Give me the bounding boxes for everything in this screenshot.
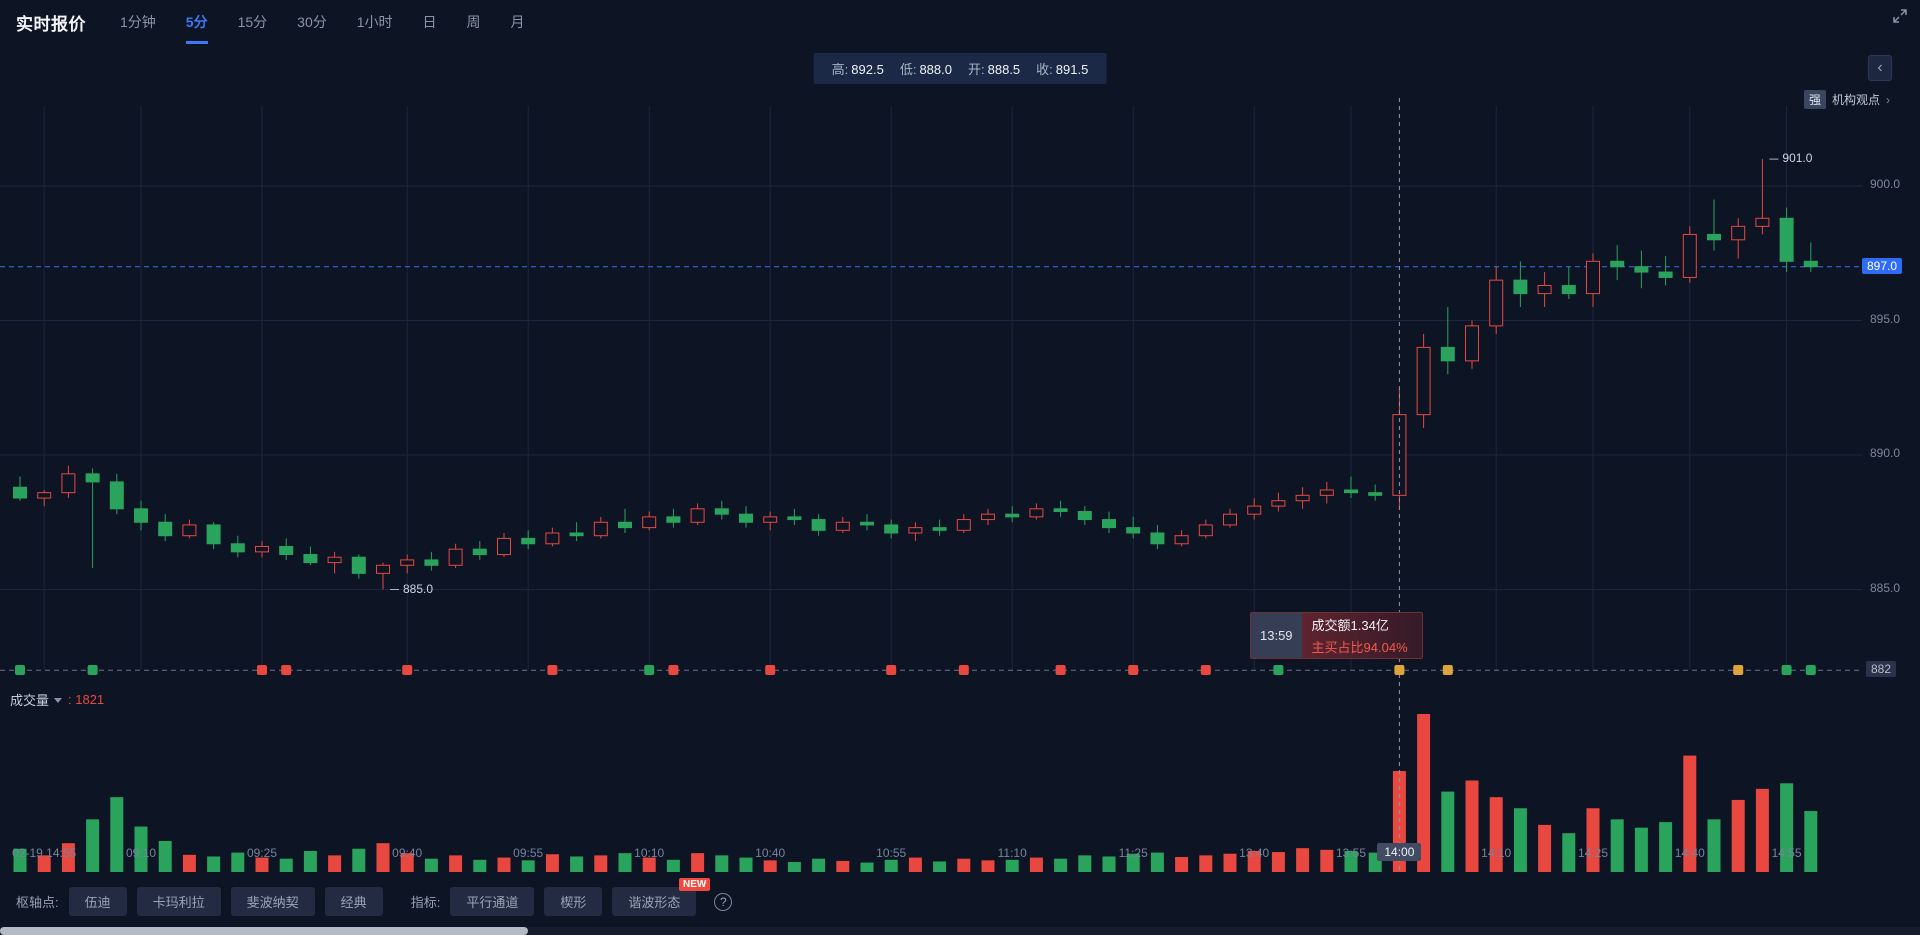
tab-week[interactable]: 周 — [467, 0, 481, 44]
insight-link[interactable]: 机构观点 — [1831, 93, 1880, 107]
institution-insight[interactable]: 强 机构观点 › — [1803, 90, 1890, 109]
collapse-panel-button[interactable]: ‹ — [1868, 55, 1892, 81]
strength-badge: 强 — [1803, 90, 1826, 109]
tab-15min[interactable]: 15分 — [238, 0, 268, 44]
indicator-label: 指标: — [410, 895, 441, 910]
expand-icon[interactable] — [1892, 8, 1908, 27]
ohlc-high: 高: 892.5 — [831, 62, 884, 77]
tooltip-time: 13:59 — [1251, 613, 1302, 658]
bottom-toolbar: 枢轴点: 伍迪 卡玛利拉 斐波纳契 经典 指标: 平行通道 楔形 谐波形态 NE… — [0, 878, 1920, 916]
indicator-button-parallel-channel[interactable]: 平行通道 — [450, 887, 535, 916]
pivot-button-woodie[interactable]: 伍迪 — [68, 887, 127, 916]
pivot-button-camarilla[interactable]: 卡玛利拉 — [136, 887, 221, 916]
chevron-right-icon: › — [1886, 92, 1890, 107]
indicator-button-wedge[interactable]: 楔形 — [544, 887, 603, 916]
new-badge: NEW — [679, 878, 711, 891]
timeframe-tabs: 1分钟 5分 15分 30分 1小时 日 周 月 — [120, 0, 525, 44]
tab-1hour[interactable]: 1小时 — [357, 0, 393, 44]
pivot-button-classic[interactable]: 经典 — [324, 887, 383, 916]
ohlc-low: 低: 888.0 — [899, 62, 952, 77]
tab-30min[interactable]: 30分 — [297, 0, 327, 44]
volume-value: : 1821 — [68, 692, 105, 707]
ohlc-close: 收: 891.5 — [1036, 62, 1089, 77]
tab-5min[interactable]: 5分 — [185, 0, 208, 44]
crosshair-tooltip: 13:59 成交额1.34亿 主买占比94.04% — [1250, 612, 1423, 659]
tooltip-turnover: 成交额1.34亿 — [1311, 618, 1389, 633]
tooltip-buy-ratio: 主买占比94.04% — [1311, 640, 1408, 655]
volume-indicator-dropdown[interactable]: 成交量 — [10, 690, 63, 709]
ohlc-open: 开: 888.5 — [968, 62, 1021, 77]
tooltip-body: 成交额1.34亿 主买占比94.04% — [1301, 613, 1422, 658]
tab-1min[interactable]: 1分钟 — [120, 0, 156, 44]
ohlc-summary-bar: 高: 892.5 低: 888.0 开: 888.5 收: 891.5 — [813, 53, 1107, 84]
volume-label: 成交量 — [10, 693, 50, 708]
chevron-down-icon — [54, 698, 63, 703]
tab-month[interactable]: 月 — [511, 0, 525, 44]
pivot-button-fibonacci[interactable]: 斐波纳契 — [230, 887, 315, 916]
volume-pane-header: 成交量 : 1821 — [10, 690, 104, 709]
scrollbar-thumb[interactable] — [0, 927, 528, 935]
indicator-button-harmonic-pattern[interactable]: 谐波形态 NEW — [612, 878, 711, 916]
chevron-left-icon: ‹ — [1877, 59, 1883, 76]
help-icon[interactable]: ? — [714, 892, 733, 911]
pivot-label: 枢轴点: — [16, 895, 59, 910]
page-title: 实时报价 — [16, 14, 86, 34]
top-toolbar: 实时报价 1分钟 5分 15分 30分 1小时 日 周 月 — [0, 0, 1920, 44]
horizontal-scrollbar[interactable] — [0, 927, 1920, 935]
tab-day[interactable]: 日 — [423, 0, 437, 44]
